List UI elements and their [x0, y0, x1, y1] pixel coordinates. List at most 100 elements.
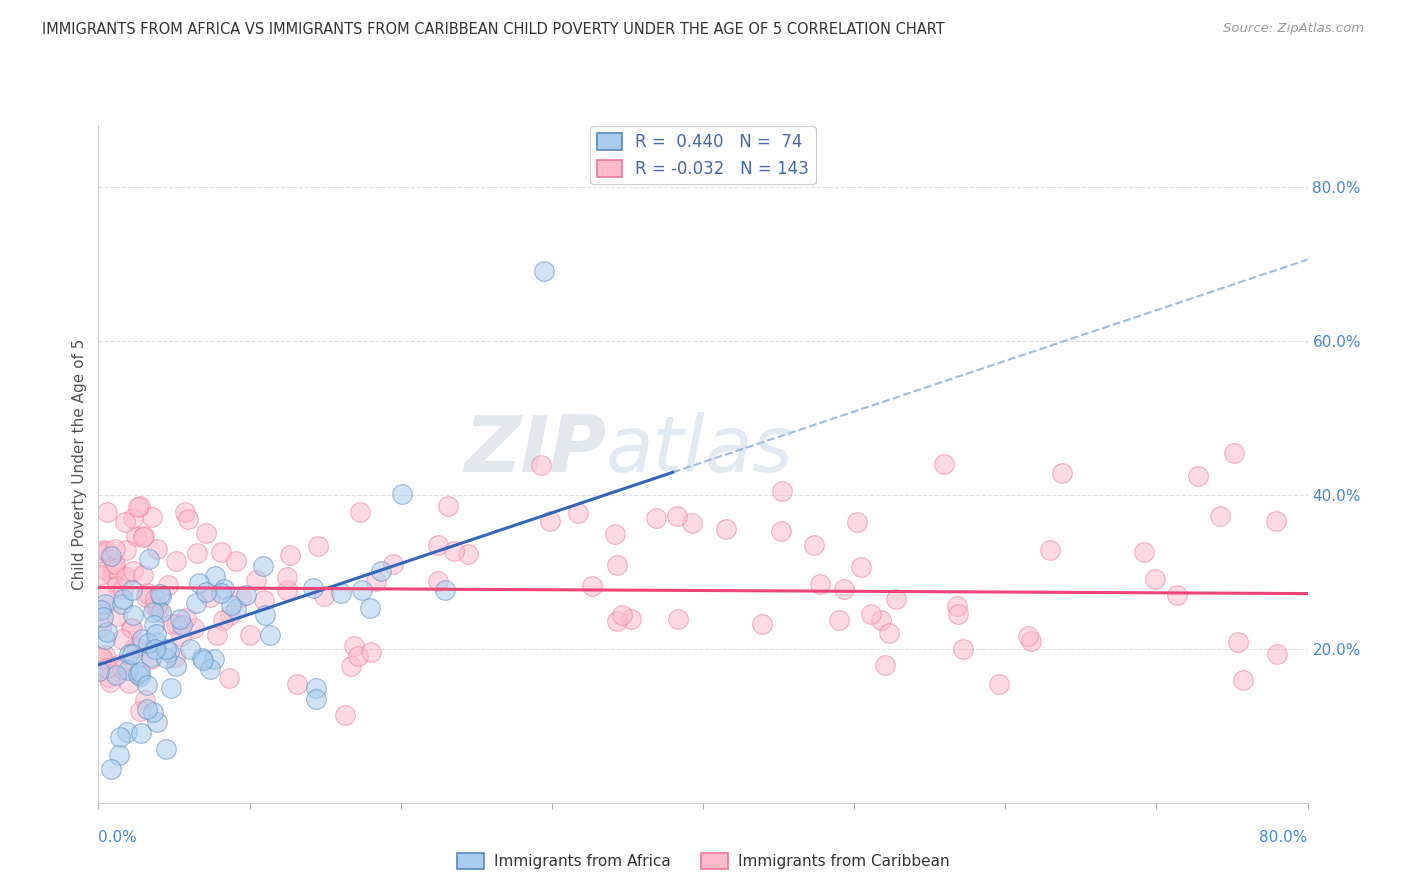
Point: [343, 639, 366, 653]
Point: [276, 583, 298, 598]
Point: [360, 645, 382, 659]
Point: [606, 614, 628, 628]
Point: [108, 731, 131, 745]
Point: [307, 539, 329, 553]
Point: [183, 621, 205, 635]
Point: [1052, 466, 1074, 480]
Point: [231, 591, 253, 605]
Point: [209, 586, 232, 600]
Point: [946, 607, 969, 622]
Point: [105, 668, 128, 682]
Point: [581, 579, 603, 593]
Point: [120, 621, 142, 635]
Point: [165, 554, 187, 568]
Text: 80.0%: 80.0%: [1260, 830, 1308, 845]
Point: [145, 627, 167, 641]
Point: [118, 647, 141, 661]
Point: [330, 586, 353, 600]
Point: [381, 558, 404, 572]
Point: [932, 457, 955, 471]
Point: [1144, 573, 1167, 587]
Point: [100, 549, 122, 563]
Point: [111, 592, 134, 607]
Point: [143, 618, 166, 632]
Point: [946, 599, 969, 613]
Point: [195, 525, 218, 540]
Point: [101, 569, 124, 583]
Point: [145, 599, 167, 613]
Point: [225, 554, 247, 568]
Point: [433, 583, 456, 598]
Point: [89, 568, 111, 582]
Point: [278, 548, 301, 562]
Point: [98, 671, 121, 685]
Point: [259, 628, 281, 642]
Point: [118, 676, 141, 690]
Point: [87, 664, 110, 678]
Point: [93, 610, 115, 624]
Point: [142, 705, 165, 719]
Point: [204, 569, 226, 583]
Point: [108, 747, 131, 762]
Point: [155, 651, 177, 665]
Point: [666, 612, 689, 626]
Point: [1209, 508, 1232, 523]
Point: [146, 542, 169, 557]
Point: [149, 587, 172, 601]
Point: [115, 543, 138, 558]
Point: [427, 574, 450, 589]
Point: [174, 505, 197, 519]
Text: Source: ZipAtlas.com: Source: ZipAtlas.com: [1223, 22, 1364, 36]
Point: [179, 641, 201, 656]
Point: [170, 629, 193, 643]
Point: [457, 548, 479, 562]
Point: [125, 529, 148, 543]
Point: [1166, 588, 1188, 602]
Point: [832, 582, 855, 596]
Point: [155, 742, 177, 756]
Point: [235, 588, 257, 602]
Point: [364, 574, 387, 589]
Point: [121, 564, 143, 578]
Point: [195, 584, 218, 599]
Point: [155, 641, 177, 656]
Point: [869, 613, 891, 627]
Point: [91, 655, 114, 669]
Point: [143, 599, 166, 614]
Point: [170, 618, 193, 632]
Point: [159, 681, 181, 695]
Point: [143, 642, 166, 657]
Point: [603, 526, 626, 541]
Point: [276, 570, 298, 584]
Point: [186, 546, 208, 560]
Point: [219, 598, 242, 612]
Point: [121, 608, 143, 623]
Point: [90, 620, 112, 634]
Point: [127, 666, 149, 681]
Point: [108, 657, 131, 671]
Point: [163, 649, 186, 664]
Point: [103, 561, 125, 575]
Point: [93, 597, 115, 611]
Point: [89, 603, 111, 617]
Point: [98, 674, 121, 689]
Point: [136, 702, 159, 716]
Point: [218, 608, 240, 623]
Point: [105, 562, 128, 576]
Point: [110, 632, 132, 647]
Point: [111, 598, 134, 612]
Point: [751, 616, 773, 631]
Point: [349, 505, 371, 519]
Point: [619, 612, 641, 626]
Point: [105, 579, 128, 593]
Point: [96, 624, 118, 639]
Point: [145, 635, 167, 649]
Point: [169, 612, 191, 626]
Point: [827, 613, 849, 627]
Point: [177, 511, 200, 525]
Text: ZIP: ZIP: [464, 412, 606, 488]
Point: [100, 763, 122, 777]
Point: [135, 585, 157, 599]
Point: [340, 658, 363, 673]
Legend: R =  0.440   N =  74, R = -0.032   N = 143: R = 0.440 N = 74, R = -0.032 N = 143: [591, 127, 815, 185]
